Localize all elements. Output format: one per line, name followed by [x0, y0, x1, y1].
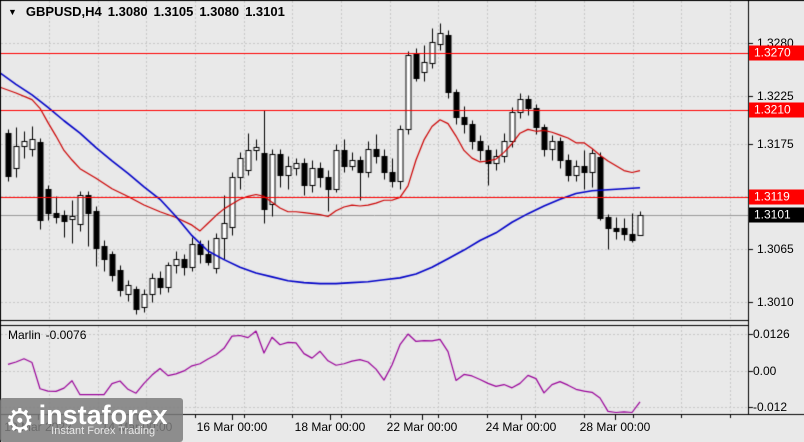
symbol-period-label: GBPUSD,H4 [25, 4, 102, 19]
indicator-tick-label: 0.0126 [753, 327, 790, 342]
ohlc-low: 1.3080 [199, 4, 240, 19]
indicator-name-label: Marlin -0.0076 [8, 328, 86, 342]
time-tick-label: 24 Mar 00:00 [485, 420, 557, 434]
instaforex-brand-text: instaforex [38, 399, 168, 430]
instaforex-tagline: Instant Forex Trading [51, 424, 156, 437]
level-price-badge: 1.3210 [749, 102, 804, 118]
chart-title: ▼ GBPUSD,H4 1.3080 1.3105 1.3080 1.3101 [8, 4, 285, 19]
time-tick-label: 18 Mar 00:00 [294, 420, 366, 434]
indicator-tick-label: 0.00 [753, 364, 777, 379]
indicator-name: Marlin [8, 328, 41, 342]
instaforex-gear-icon: ⚙ [5, 401, 35, 439]
price-tick-label: 1.3065 [757, 242, 794, 257]
ohlc-open: 1.3080 [107, 4, 148, 19]
indicator-current-value: -0.0076 [45, 328, 87, 342]
price-tick-label: 1.3175 [757, 136, 794, 151]
time-tick-label: 28 Mar 00:00 [579, 420, 651, 434]
level-price-badge: 1.3270 [749, 45, 804, 61]
current-price-badge: 1.3101 [749, 207, 804, 223]
time-tick-label: 22 Mar 00:00 [386, 420, 458, 434]
symbol-dropdown-icon[interactable]: ▼ [8, 7, 17, 17]
level-price-badge: 1.3119 [749, 189, 804, 205]
ohlc-close: 1.3101 [245, 4, 285, 19]
ohlc-high: 1.3105 [153, 4, 194, 19]
instaforex-watermark: ⚙ instaforex Instant Forex Trading [0, 398, 183, 442]
indicator-tick-label: -0.012 [753, 400, 788, 415]
time-tick-label: 16 Mar 00:00 [196, 420, 268, 434]
price-tick-label: 1.3010 [757, 294, 794, 309]
price-tick-label: 1.3225 [757, 88, 794, 103]
